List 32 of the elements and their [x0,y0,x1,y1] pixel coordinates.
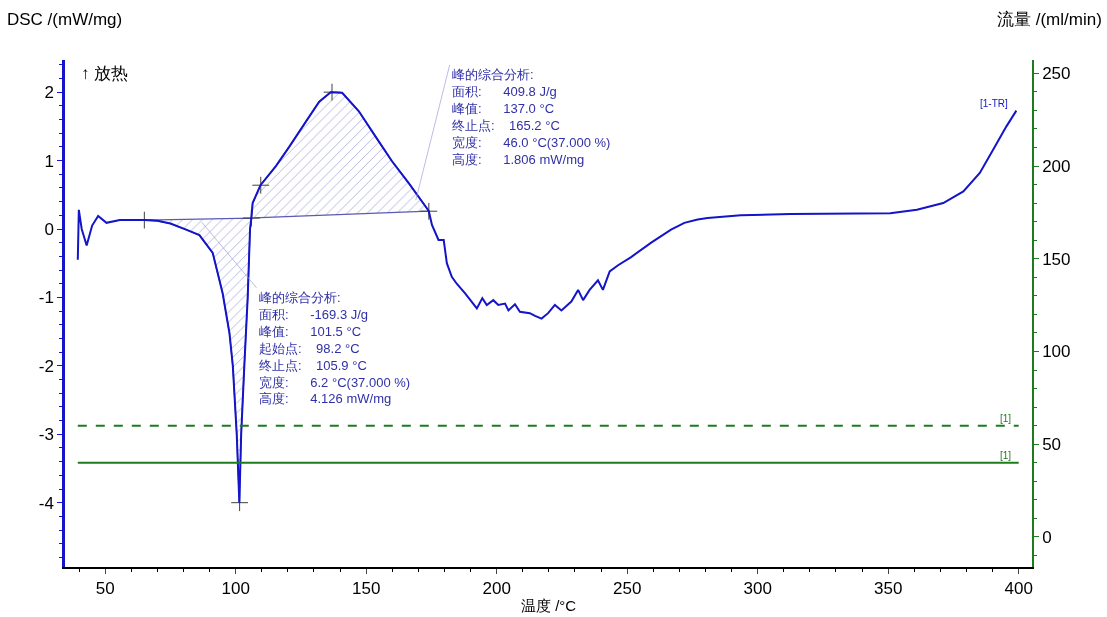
x-tick-label: 100 [221,579,250,599]
y2-tick-label: 150 [1042,249,1071,269]
series-label: [1] [1000,450,1012,461]
point [251,176,270,195]
y-tick-label: -1 [38,288,54,308]
y-tick-label: -4 [38,493,54,513]
series-label: [1-TR] [980,98,1008,109]
x-tick-label: 250 [613,579,642,599]
annotation: 峰的综合分析: 面积: -169.3 J/g 峰值: 101.5 °C 起始点: 98.2 °C 终止点: 105.9 °C 宽度: 6.2 °C(37.000 %) 高度: 4.126 mW/mg [259,290,411,407]
y2-tick-label: 50 [1042,435,1062,455]
series-label: [1] [1000,413,1012,424]
y2-tick-label: 250 [1042,64,1071,84]
x-tick-label: 400 [1004,579,1033,599]
x-tick-label: 200 [482,579,511,599]
x-tick-label: 300 [743,579,772,599]
annotation: 峰的综合分析: 面积: 409.8 J/g 峰值: 137.0 °C 终止点: 165.2 °C 宽度: 46.0 °C(37.000 %) 高度: 1.806 mW/mg [452,67,611,167]
x-tick-label: 50 [95,579,115,599]
y2-tick-label: 0 [1042,527,1052,547]
annotation: ↑ 放热 [81,64,129,83]
y-tick-label: 1 [44,151,54,171]
y-tick-label: 0 [44,219,54,239]
y2-tick-label: 200 [1042,157,1071,177]
y-tick-label: 2 [44,83,54,103]
y-tick-label: -3 [38,425,54,445]
point [419,202,438,221]
y-tick-label: -2 [38,356,54,376]
y2-axis-title: 流量 /(ml/min) [997,10,1102,29]
x-tick-label: 150 [352,579,381,599]
x-tick-label: 350 [874,579,903,599]
x-axis-title: 温度 /°C [521,597,577,614]
y-axis-title: DSC /(mW/mg) [7,10,123,29]
y2-tick-label: 100 [1042,342,1071,362]
